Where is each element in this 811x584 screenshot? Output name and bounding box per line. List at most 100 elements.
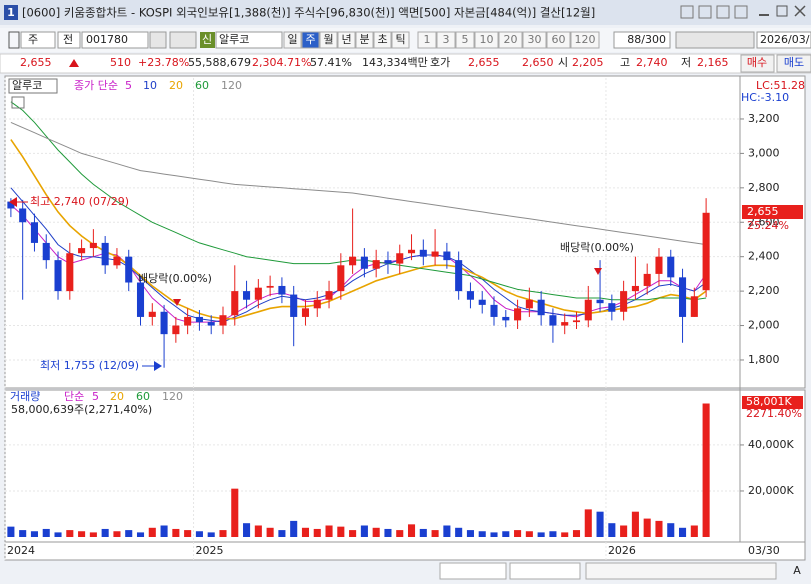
minute-btn[interactable] xyxy=(417,31,437,49)
minute: 60 xyxy=(552,33,566,46)
maximize[interactable] xyxy=(776,5,788,17)
minute-btn[interactable] xyxy=(522,31,547,49)
buy-btn[interactable] xyxy=(740,54,775,73)
low-arrow xyxy=(154,361,162,371)
ask-label: 호가 xyxy=(430,56,450,69)
volume-bar xyxy=(679,527,687,537)
volume-bar xyxy=(78,531,86,537)
volume-ma-legend: 20 xyxy=(110,390,124,403)
volume-bar xyxy=(243,523,251,537)
credit-box[interactable] xyxy=(200,32,215,48)
calc-icon[interactable] xyxy=(11,96,25,109)
sound-btn[interactable] xyxy=(169,31,197,49)
high-annotation: 최고 2,740 (07/29) xyxy=(30,195,129,208)
last-volume: 58,001K xyxy=(746,395,792,408)
high-label: 고 xyxy=(620,56,630,69)
minute-btn[interactable] xyxy=(436,31,456,49)
volume-bar xyxy=(231,488,239,537)
interval-btn[interactable] xyxy=(355,31,374,49)
candle-body xyxy=(667,256,675,278)
minute: 30 xyxy=(528,33,542,46)
interval-btn[interactable] xyxy=(391,31,410,49)
period-box[interactable] xyxy=(20,31,56,49)
price-panel xyxy=(4,75,806,389)
name-tag xyxy=(8,78,58,94)
play-controls[interactable] xyxy=(439,562,507,580)
volume-bar xyxy=(301,527,310,537)
y-tick-label: 1,800 xyxy=(748,353,780,366)
up-arrow xyxy=(69,59,79,67)
volume-bar xyxy=(620,525,628,537)
candle-body xyxy=(243,291,251,300)
ma-legend: 10 xyxy=(143,79,157,92)
credit: 신 xyxy=(202,33,212,46)
scroll-bar[interactable]: A xyxy=(0,562,811,582)
volume-bar xyxy=(584,509,592,537)
candle-body xyxy=(455,260,463,292)
search-btn[interactable] xyxy=(149,31,167,49)
y-tick-label: 3,200 xyxy=(748,112,780,125)
ctrl-1[interactable] xyxy=(680,5,694,19)
volume-bar xyxy=(643,518,651,537)
ctrl-2[interactable] xyxy=(698,5,712,19)
candle-body xyxy=(7,201,15,209)
volume-bar xyxy=(608,523,616,537)
sell-btn[interactable] xyxy=(776,54,811,73)
volume-bar xyxy=(113,531,121,537)
volume-bar xyxy=(407,524,416,537)
slider[interactable] xyxy=(509,562,581,580)
volume-bar xyxy=(514,530,522,537)
candle-body xyxy=(643,273,651,286)
x-tick-label: 2026 xyxy=(608,544,636,557)
volume-title: 거래량 xyxy=(10,390,40,403)
candle-body xyxy=(113,256,121,266)
code-box[interactable] xyxy=(81,31,149,49)
volume-summary: 58,000,639주(2,271,40%) xyxy=(11,403,152,416)
panel-toggle[interactable] xyxy=(8,31,20,49)
interval: 일 xyxy=(287,32,297,46)
volume-bar xyxy=(195,531,203,537)
interval-btn[interactable] xyxy=(337,31,356,49)
ctrl-3[interactable] xyxy=(716,5,730,19)
candle-body xyxy=(30,222,38,243)
quote-turnover: 57.41% xyxy=(310,56,352,69)
tool-icons[interactable] xyxy=(675,31,755,49)
scope-box[interactable] xyxy=(57,31,81,49)
candle-body xyxy=(466,291,474,300)
close[interactable] xyxy=(794,5,806,17)
bid: 2,650 xyxy=(522,56,554,69)
volume-ma-legend: 60 xyxy=(136,390,150,403)
volume-bar xyxy=(502,531,510,537)
interval-btn[interactable] xyxy=(373,31,392,49)
candle-body xyxy=(655,256,663,274)
ask: 2,655 xyxy=(468,56,500,69)
volume-bar xyxy=(66,530,74,537)
date-box[interactable] xyxy=(756,31,811,49)
interval-btn[interactable] xyxy=(319,31,338,49)
minute-btn[interactable] xyxy=(455,31,475,49)
count-box[interactable] xyxy=(613,31,671,49)
candle-body xyxy=(514,308,522,321)
y-tick-label: 3,000 xyxy=(748,146,780,159)
window-controls[interactable] xyxy=(680,5,806,19)
candle-body xyxy=(596,299,604,304)
minute: 20 xyxy=(504,33,518,46)
font-button[interactable]: A xyxy=(793,564,801,577)
name-box[interactable] xyxy=(215,31,283,49)
count: 88/300 xyxy=(627,33,666,46)
candle-body xyxy=(195,316,203,323)
last-volume-box xyxy=(742,396,803,409)
interval-buttons: 일 주 월 년 분 초 틱 1 3 5 10 20 30 60 120 xyxy=(283,31,600,49)
minute-btn[interactable] xyxy=(474,31,499,49)
ctrl-4[interactable] xyxy=(734,5,748,19)
interval-btn[interactable] xyxy=(301,31,320,49)
minute-btn[interactable] xyxy=(546,31,571,49)
interval-btn[interactable] xyxy=(283,31,302,49)
minute: 3 xyxy=(443,33,450,46)
minute-btn[interactable] xyxy=(570,31,600,49)
candle-body xyxy=(419,249,427,257)
zoom-controls[interactable] xyxy=(585,562,777,580)
minute-btn[interactable] xyxy=(498,31,523,49)
volume-bar xyxy=(325,525,333,537)
